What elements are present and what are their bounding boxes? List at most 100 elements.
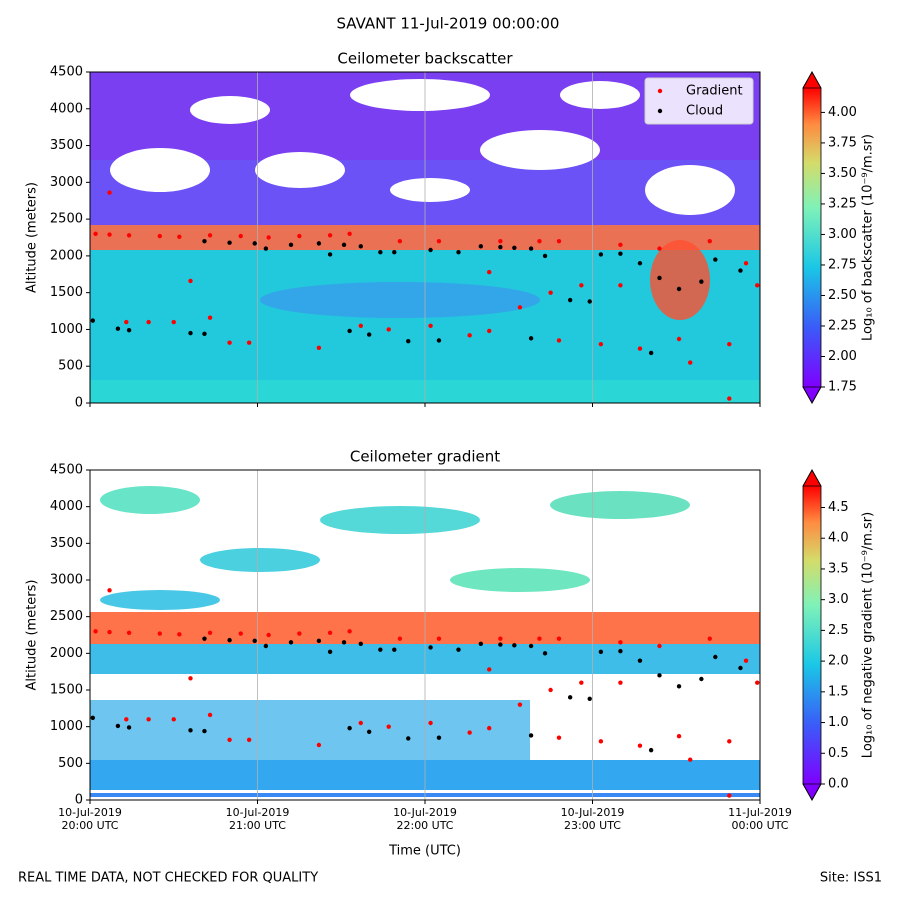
point (93, 231, 98, 237)
point (528, 733, 534, 738)
colorbar-label: Log₁₀ of negative gradient (10⁻⁹/m.sr) (861, 512, 876, 758)
point (738, 665, 743, 671)
y-tick-label: 3000 (50, 175, 83, 190)
point (347, 629, 352, 634)
point (188, 278, 193, 284)
colorbar-tick-label: 2.0 (828, 654, 849, 669)
point (637, 743, 643, 748)
y-tick-label: 4000 (50, 499, 83, 514)
colorbar-tick-label: 1.75 (828, 380, 857, 395)
point (107, 232, 112, 237)
point (467, 333, 472, 338)
point (126, 327, 132, 333)
point (347, 328, 352, 334)
y-tick-label: 4000 (50, 101, 83, 116)
colorbar (803, 486, 821, 784)
point (263, 246, 269, 251)
point (202, 331, 207, 337)
point (743, 261, 749, 266)
point (263, 643, 269, 649)
colorbar-tick-label: 1.5 (828, 684, 849, 699)
point (707, 238, 712, 244)
point (227, 637, 232, 643)
y-tick-label: 3500 (50, 536, 83, 551)
point (727, 793, 732, 798)
x-tick-label-line: 22:00 UTC (396, 819, 453, 832)
x-tick-label: 10-Jul-2019 22:00 UTC (393, 806, 457, 832)
point (90, 318, 95, 323)
point (688, 360, 693, 365)
point (657, 643, 662, 649)
point (115, 723, 121, 729)
colorbar-extend (802, 469, 822, 487)
colorbar-extend (802, 386, 822, 404)
point (548, 290, 553, 295)
colorbar-tick-label: 3.00 (828, 227, 857, 242)
point (467, 730, 472, 735)
point (358, 244, 363, 249)
point (598, 252, 604, 257)
colorbar-tick-label: 3.5 (828, 561, 849, 576)
point (341, 640, 347, 645)
point (713, 257, 718, 262)
point (202, 636, 207, 641)
plot-frame (89, 469, 761, 801)
point (648, 747, 654, 753)
point (542, 253, 548, 259)
point (537, 238, 542, 244)
point (637, 658, 643, 663)
point (436, 238, 442, 244)
point (90, 715, 95, 721)
colorbar-extend (802, 783, 822, 801)
point (406, 339, 411, 344)
point (618, 648, 623, 654)
point (366, 729, 372, 734)
point (246, 340, 252, 345)
footer-note: REAL TIME DATA, NOT CHECKED FOR QUALITY (18, 871, 318, 886)
colorbar-tick-label: 4.5 (828, 500, 849, 515)
colorbar-tick-label: 0.0 (828, 777, 849, 792)
point (146, 319, 151, 325)
point (598, 649, 604, 655)
point (567, 695, 573, 700)
y-tick-label: 4500 (50, 463, 83, 478)
point (397, 238, 403, 244)
point (676, 336, 682, 342)
colorbar (803, 88, 821, 387)
x-tick-label-line: 10-Jul-2019 (393, 806, 457, 819)
colorbar-tick-label: 4.0 (828, 531, 849, 546)
colorbar-tick-label: 3.75 (828, 135, 857, 150)
point (727, 396, 732, 401)
point (537, 636, 542, 641)
point (743, 658, 749, 663)
legend-swatch (657, 108, 663, 114)
point (406, 736, 411, 741)
x-tick-label-line: 00:00 UTC (731, 819, 788, 832)
point (648, 350, 654, 356)
point (556, 338, 562, 343)
point (676, 684, 682, 689)
point (657, 275, 662, 281)
point (392, 647, 397, 652)
y-tick-label: 2000 (50, 646, 83, 661)
point (316, 742, 322, 748)
y-tick-label: 1500 (50, 683, 83, 698)
x-tick-label: 10-Jul-2019 20:00 UTC (58, 806, 122, 832)
point (456, 647, 461, 652)
point (487, 269, 492, 275)
point (107, 190, 112, 195)
point (238, 631, 243, 636)
x-tick-label: 10-Jul-2019 23:00 UTC (561, 806, 625, 832)
y-tick-label: 0 (75, 793, 83, 808)
point (542, 651, 548, 656)
x-tick-label-line: 23:00 UTC (564, 819, 621, 832)
point (579, 680, 584, 685)
point (126, 725, 132, 730)
point (327, 649, 333, 655)
point (498, 238, 503, 244)
point (487, 667, 492, 672)
point (157, 233, 162, 239)
point (598, 739, 604, 744)
colorbar-tick-label: 3.25 (828, 196, 857, 211)
point (436, 735, 442, 740)
